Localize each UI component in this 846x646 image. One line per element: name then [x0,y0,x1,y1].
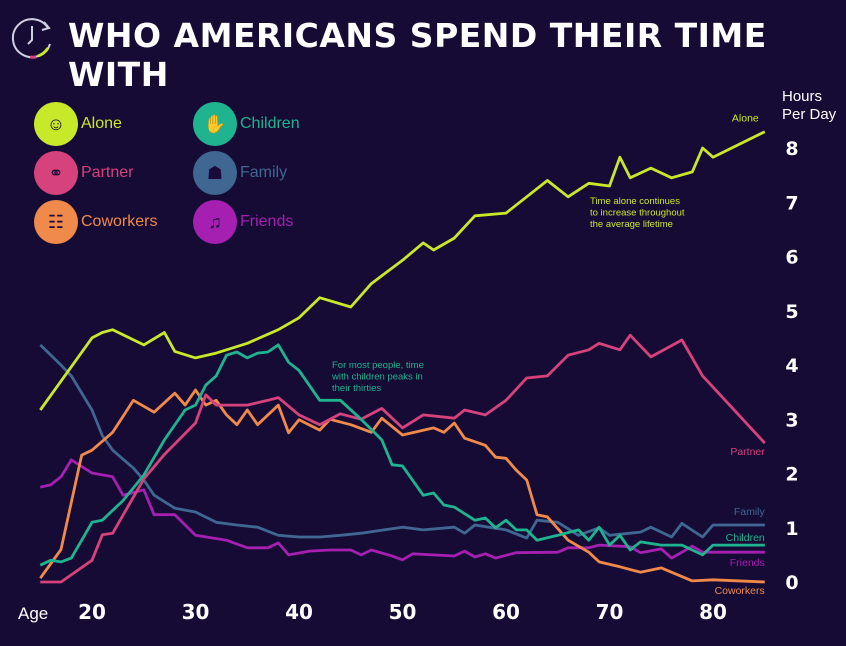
x-axis-label: Age [18,604,48,623]
y-tick-label: 3 [785,409,798,431]
annotation: For most people, time [332,360,424,371]
page-title: WHO AMERICANS SPEND THEIR TIME WITH [68,16,767,94]
y-tick-label: 2 [785,464,798,486]
series-line-family [39,343,765,540]
couple-icon: ⚭ [34,151,78,195]
friends-icon: ♫ [193,200,237,244]
annotation: to increase throughout [590,208,685,219]
series-line-coworkers [39,388,765,584]
legend-label: Family [240,164,288,181]
legend-item-alone: ☺ Alone [34,102,122,146]
legend-item-partner: ⚭ Partner [34,151,133,195]
x-tick-label: 50 [389,600,417,624]
annotation: Time alone continues [590,196,680,207]
y-tick-label: 6 [785,247,798,269]
series-line-partner [40,333,766,584]
legend-item-coworkers: ☷ Coworkers [34,200,157,244]
series-end-label: Partner [730,446,765,458]
legend-item-friends: ♫ Friends [193,200,293,244]
y-tick-label: 0 [785,572,798,594]
y-tick-label: 8 [785,138,798,160]
y-tick-label: 7 [785,192,798,214]
series-end-label: Family [734,506,766,518]
y-tick-label: 1 [785,518,798,540]
legend-label: Alone [81,115,122,132]
annotation: the average lifetime [590,219,673,230]
series-end-label: Friends [730,557,765,569]
series-end-label: Coworkers [715,585,765,597]
legend-item-family: ☗ Family [193,151,287,195]
legend-label: Coworkers [81,213,158,230]
legend-label: Children [240,115,300,132]
legend-label: Partner [81,164,134,181]
clock-refresh-icon [11,18,51,59]
coworkers-icon: ☷ [34,200,78,244]
series-end-label: Children [726,532,765,544]
legend-item-children: ✋ Children [193,102,300,146]
x-tick-label: 20 [78,600,106,624]
y-axis-label: Per Day [782,106,837,123]
y-tick-label: 5 [785,301,798,323]
x-tick-label: 80 [699,600,727,624]
x-tick-label: 60 [492,600,520,624]
annotation: with children peaks in [331,372,423,383]
annotation: their thirties [332,383,381,394]
children-icon: ✋ [193,102,237,146]
series-line-children [39,343,765,567]
legend-label: Friends [240,213,294,230]
y-axis-label: Hours [782,88,822,105]
y-tick-label: 4 [785,355,798,377]
family-table-icon: ☗ [193,151,237,195]
x-tick-label: 40 [285,600,313,624]
x-tick-label: 30 [182,600,210,624]
series-end-label: Alone [732,113,759,125]
x-tick-label: 70 [596,600,624,624]
person-alone-icon: ☺ [34,102,78,146]
series-line-alone [39,130,766,411]
